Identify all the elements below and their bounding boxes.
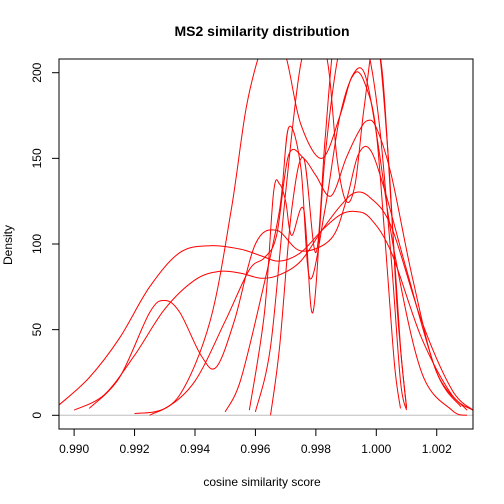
density-curve-3 <box>88 145 462 409</box>
x-tick-label: 0.998 <box>301 442 331 456</box>
density-curve-4 <box>134 119 468 415</box>
density-curve-7 <box>248 59 408 411</box>
x-tick-label: 0.992 <box>120 442 150 456</box>
x-tick-label: 1.000 <box>361 442 391 456</box>
x-tick-label: 0.994 <box>180 442 210 456</box>
y-tick-label: 150 <box>30 148 44 168</box>
x-tick-label: 1.002 <box>422 442 452 456</box>
density-curve-1 <box>59 210 473 411</box>
density-curve-2 <box>73 191 473 411</box>
density-curve-5 <box>149 59 468 416</box>
chart-title: MS2 similarity distribution <box>174 23 349 39</box>
series-layer <box>59 59 473 416</box>
y-tick-label: 0 <box>30 412 44 419</box>
y-axis-label: Density <box>1 225 15 265</box>
x-tick-label: 0.990 <box>59 442 89 456</box>
y-tick-label: 50 <box>30 323 44 337</box>
y-tick-label: 200 <box>30 62 44 82</box>
x-axis: 0.990 0.992 0.994 0.996 0.998 1.000 1.002 <box>59 429 452 456</box>
y-axis: 0 50 100 150 200 <box>30 62 59 419</box>
x-axis-label: cosine similarity score <box>203 475 321 489</box>
x-tick-label: 0.996 <box>240 442 270 456</box>
y-tick-label: 100 <box>30 234 44 254</box>
density-curve-9 <box>270 59 408 416</box>
